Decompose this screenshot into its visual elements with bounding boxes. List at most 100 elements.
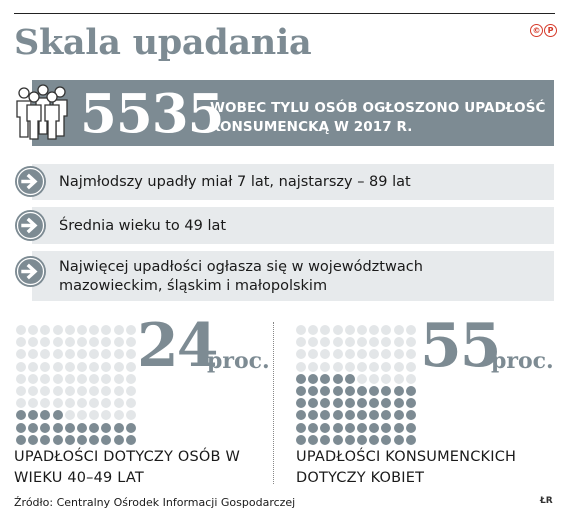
grid-dot <box>40 410 51 421</box>
grid-dot <box>89 422 100 433</box>
grid-dot <box>308 434 319 445</box>
grid-dot <box>28 386 39 396</box>
grid-dot <box>16 410 26 421</box>
grid-dot <box>113 373 124 384</box>
arrow-right-icon <box>15 210 46 241</box>
grid-dot <box>101 373 112 384</box>
grid-dot <box>125 434 136 445</box>
arrow-right-icon <box>15 256 46 287</box>
grid-dot <box>332 361 343 372</box>
grid-dot <box>296 361 306 372</box>
grid-dot <box>101 337 112 348</box>
grid-dot <box>89 434 100 445</box>
grid-dot <box>381 325 392 335</box>
grid-dot <box>296 434 306 445</box>
grid-dot <box>296 386 306 396</box>
grid-dot <box>381 386 392 396</box>
grid-dot <box>16 349 26 360</box>
grid-dot <box>381 349 392 360</box>
grid-dot <box>357 410 367 421</box>
grid-dot <box>16 373 26 384</box>
grid-dot <box>40 337 51 348</box>
grid-dot <box>77 337 87 348</box>
grid-dot <box>64 325 75 335</box>
grid-dot <box>28 373 39 384</box>
fact-text: Najwięcej upadłości ogłasza się w wojewó… <box>59 259 423 294</box>
grid-dot <box>332 398 343 409</box>
grid-dot <box>344 373 355 384</box>
grid-dot <box>28 434 39 445</box>
grid-dot <box>369 361 380 372</box>
grid-dot <box>77 325 87 335</box>
grid-dot <box>332 410 343 421</box>
grid-dot <box>16 361 26 372</box>
grid-dot <box>125 349 136 360</box>
grid-dot <box>113 337 124 348</box>
grid-dot <box>28 422 39 433</box>
grid-dot <box>308 422 319 433</box>
grid-dot <box>405 398 416 409</box>
grid-dot <box>393 325 404 335</box>
grid-dot <box>344 410 355 421</box>
grid-dot <box>369 373 380 384</box>
grid-dot <box>16 398 26 409</box>
grid-dot <box>332 434 343 445</box>
grid-dot <box>308 398 319 409</box>
grid-dot <box>52 337 63 348</box>
grid-dot <box>52 361 63 372</box>
grid-dot <box>89 398 100 409</box>
headline: Skala upadania <box>14 22 312 63</box>
grid-dot <box>125 325 136 335</box>
fact-row <box>32 251 554 301</box>
grid-dot <box>344 325 355 335</box>
grid-dot <box>381 410 392 421</box>
grid-dot <box>113 349 124 360</box>
total-count: 5535 <box>80 83 225 145</box>
grid-dot <box>320 349 331 360</box>
grid-dot <box>320 386 331 396</box>
grid-dot <box>40 361 51 372</box>
p-logo-icon: P <box>544 24 557 37</box>
grid-dot <box>64 337 75 348</box>
grid-dot <box>89 410 100 421</box>
grid-dot <box>405 386 416 396</box>
fact-text: Średnia wieku to 49 lat <box>59 218 227 234</box>
grid-dot <box>344 398 355 409</box>
grid-dot <box>125 410 136 421</box>
grid-dot <box>393 349 404 360</box>
grid-dot <box>89 386 100 396</box>
grid-dot <box>28 349 39 360</box>
grid-dot <box>357 325 367 335</box>
grid-dot <box>28 325 39 335</box>
grid-dot <box>89 337 100 348</box>
grid-dot <box>125 386 136 396</box>
grid-dot <box>405 349 416 360</box>
grid-dot <box>101 398 112 409</box>
grid-dot <box>357 422 367 433</box>
grid-dot <box>40 349 51 360</box>
grid-dot <box>357 349 367 360</box>
stat-value: 55 <box>420 311 501 381</box>
grid-dot <box>405 325 416 335</box>
grid-dot <box>125 398 136 409</box>
grid-dot <box>357 434 367 445</box>
stat-unit: proc. <box>207 348 270 374</box>
grid-dot <box>308 373 319 384</box>
grid-dot <box>16 434 26 445</box>
grid-dot <box>344 337 355 348</box>
grid-dot <box>296 349 306 360</box>
grid-dot <box>89 349 100 360</box>
grid-dot <box>357 386 367 396</box>
grid-dot <box>405 422 416 433</box>
grid-dot <box>77 398 87 409</box>
grid-dot <box>64 398 75 409</box>
grid-dot <box>77 386 87 396</box>
grid-dot <box>101 361 112 372</box>
grid-dot <box>369 325 380 335</box>
grid-dot <box>393 422 404 433</box>
grid-dot <box>52 422 63 433</box>
grid-dot <box>28 361 39 372</box>
grid-dot <box>101 325 112 335</box>
grid-dot <box>52 410 63 421</box>
grid-dot <box>381 398 392 409</box>
